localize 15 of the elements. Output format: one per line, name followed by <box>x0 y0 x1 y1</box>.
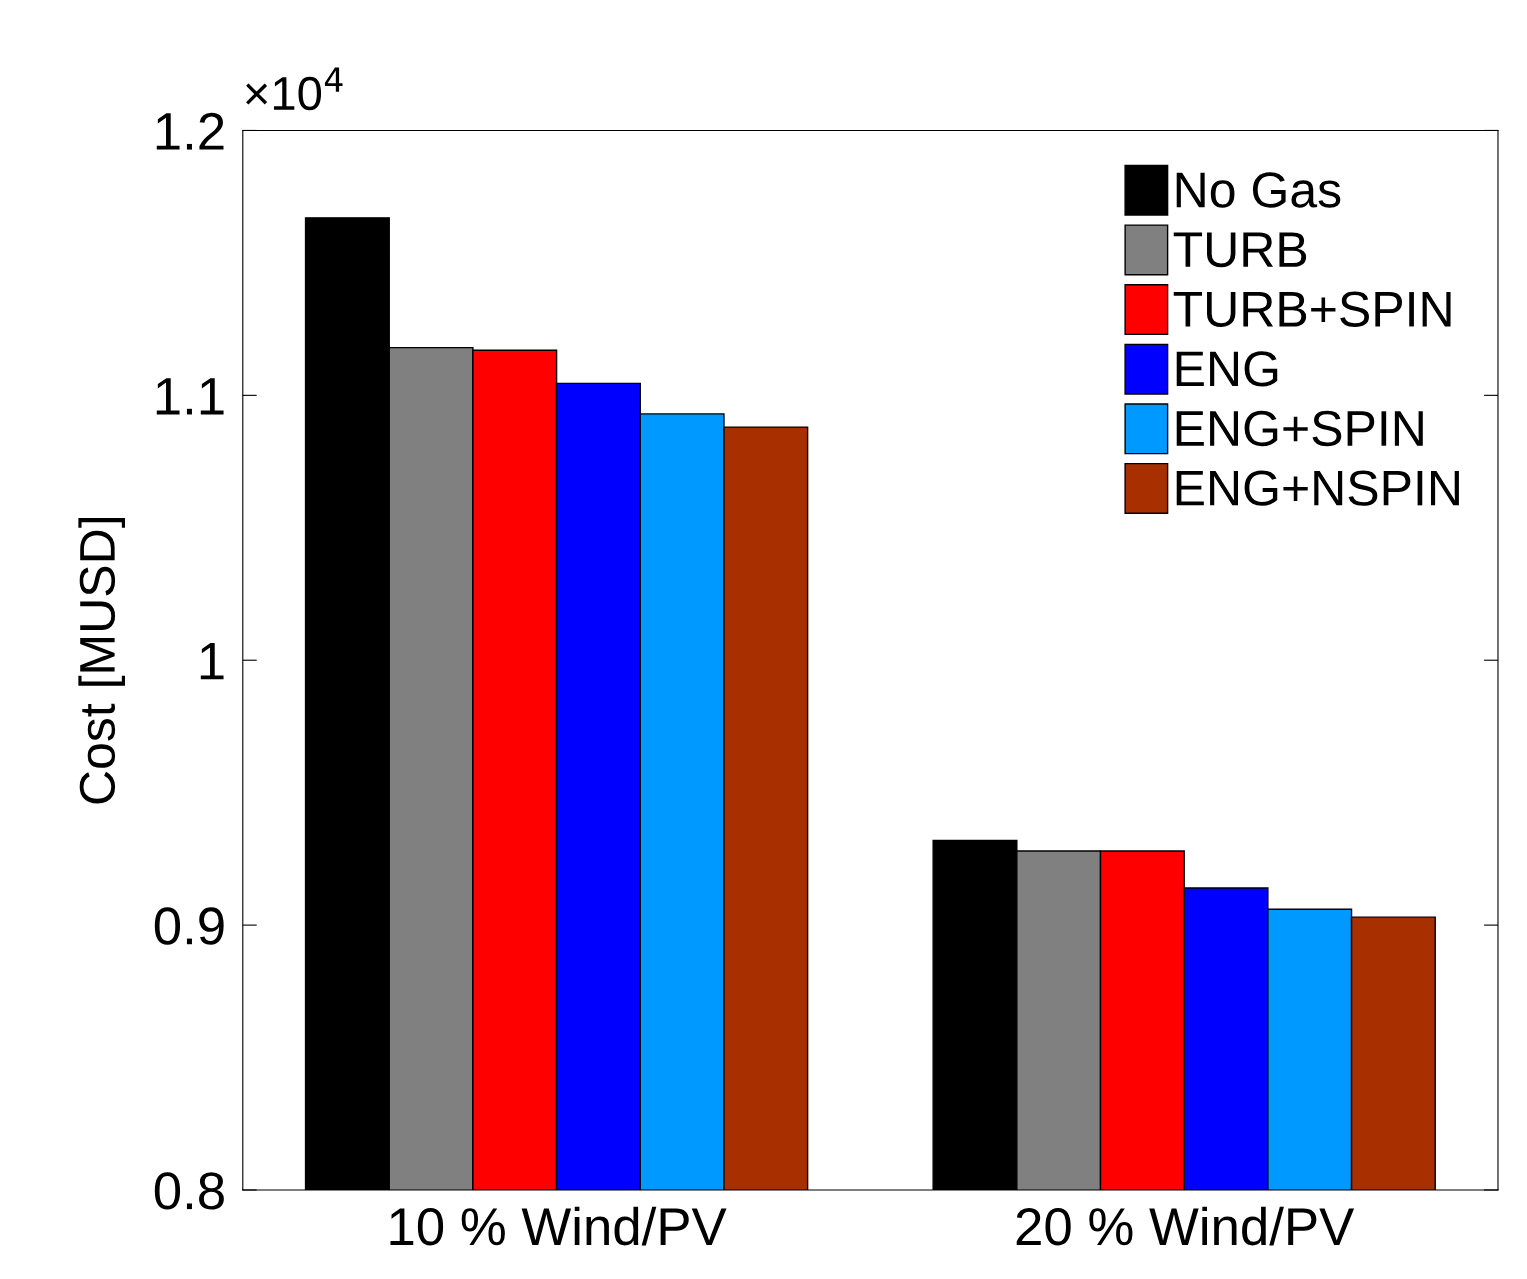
legend-label: ENG+SPIN <box>1176 410 1423 447</box>
legend-label: ENG <box>1176 351 1278 387</box>
y-tick-label: 1.1 <box>156 378 224 415</box>
legend-label: ENG+NSPIN <box>1176 470 1459 506</box>
x-tick-label: 20 % Wind/PV <box>1016 1206 1355 1246</box>
legend-label: TURB <box>1173 232 1307 268</box>
y-tick-label: 1.2 <box>156 112 224 150</box>
legend-label: No Gas <box>1176 172 1341 208</box>
y-tick-label: 0.9 <box>154 907 224 945</box>
text: ×10$^{4}$ <box>246 67 343 111</box>
x-tick-label: 10 % Wind/PV <box>390 1206 727 1246</box>
y-tick-label: 1 <box>200 643 224 680</box>
y-axis-title: Cost [MUSD] <box>78 517 125 804</box>
legend-label: TURB+SPIN <box>1173 291 1451 327</box>
y-tick-label: 0.8 <box>154 1172 224 1210</box>
